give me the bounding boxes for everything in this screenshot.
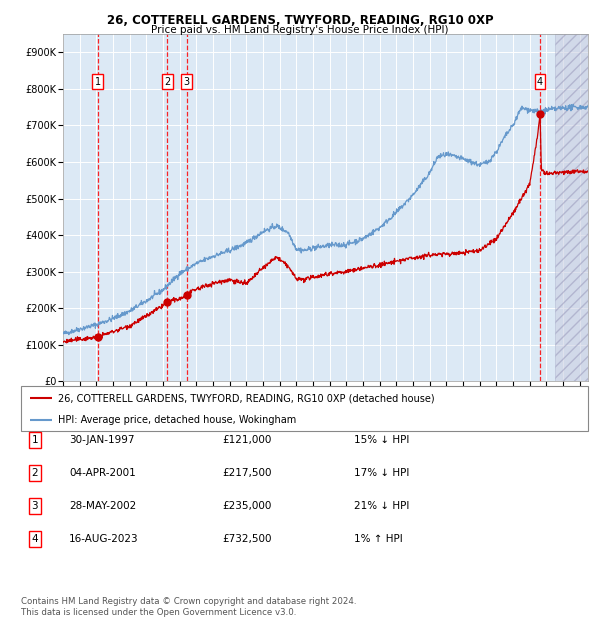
Bar [554, 34, 588, 381]
Text: Contains HM Land Registry data © Crown copyright and database right 2024.
This d: Contains HM Land Registry data © Crown c… [21, 598, 356, 617]
Text: 30-JAN-1997: 30-JAN-1997 [69, 435, 134, 445]
Text: 28-MAY-2002: 28-MAY-2002 [69, 501, 136, 511]
Text: HPI: Average price, detached house, Wokingham: HPI: Average price, detached house, Woki… [58, 415, 296, 425]
Text: 17% ↓ HPI: 17% ↓ HPI [354, 468, 409, 478]
Text: 21% ↓ HPI: 21% ↓ HPI [354, 501, 409, 511]
FancyBboxPatch shape [21, 386, 588, 431]
Text: 2: 2 [31, 468, 38, 478]
Text: 4: 4 [31, 534, 38, 544]
Text: 15% ↓ HPI: 15% ↓ HPI [354, 435, 409, 445]
Text: 4: 4 [537, 77, 543, 87]
Text: 3: 3 [31, 501, 38, 511]
Text: 16-AUG-2023: 16-AUG-2023 [69, 534, 139, 544]
Text: 3: 3 [184, 77, 190, 87]
Text: 1: 1 [95, 77, 101, 87]
Text: £121,000: £121,000 [222, 435, 271, 445]
Text: £217,500: £217,500 [222, 468, 271, 478]
Text: 04-APR-2001: 04-APR-2001 [69, 468, 136, 478]
Text: 2: 2 [164, 77, 170, 87]
Text: £732,500: £732,500 [222, 534, 271, 544]
Text: Price paid vs. HM Land Registry's House Price Index (HPI): Price paid vs. HM Land Registry's House … [151, 25, 449, 35]
Text: 26, COTTERELL GARDENS, TWYFORD, READING, RG10 0XP: 26, COTTERELL GARDENS, TWYFORD, READING,… [107, 14, 493, 27]
Text: 1% ↑ HPI: 1% ↑ HPI [354, 534, 403, 544]
Text: £235,000: £235,000 [222, 501, 271, 511]
Text: 26, COTTERELL GARDENS, TWYFORD, READING, RG10 0XP (detached house): 26, COTTERELL GARDENS, TWYFORD, READING,… [58, 393, 434, 404]
Text: 1: 1 [31, 435, 38, 445]
